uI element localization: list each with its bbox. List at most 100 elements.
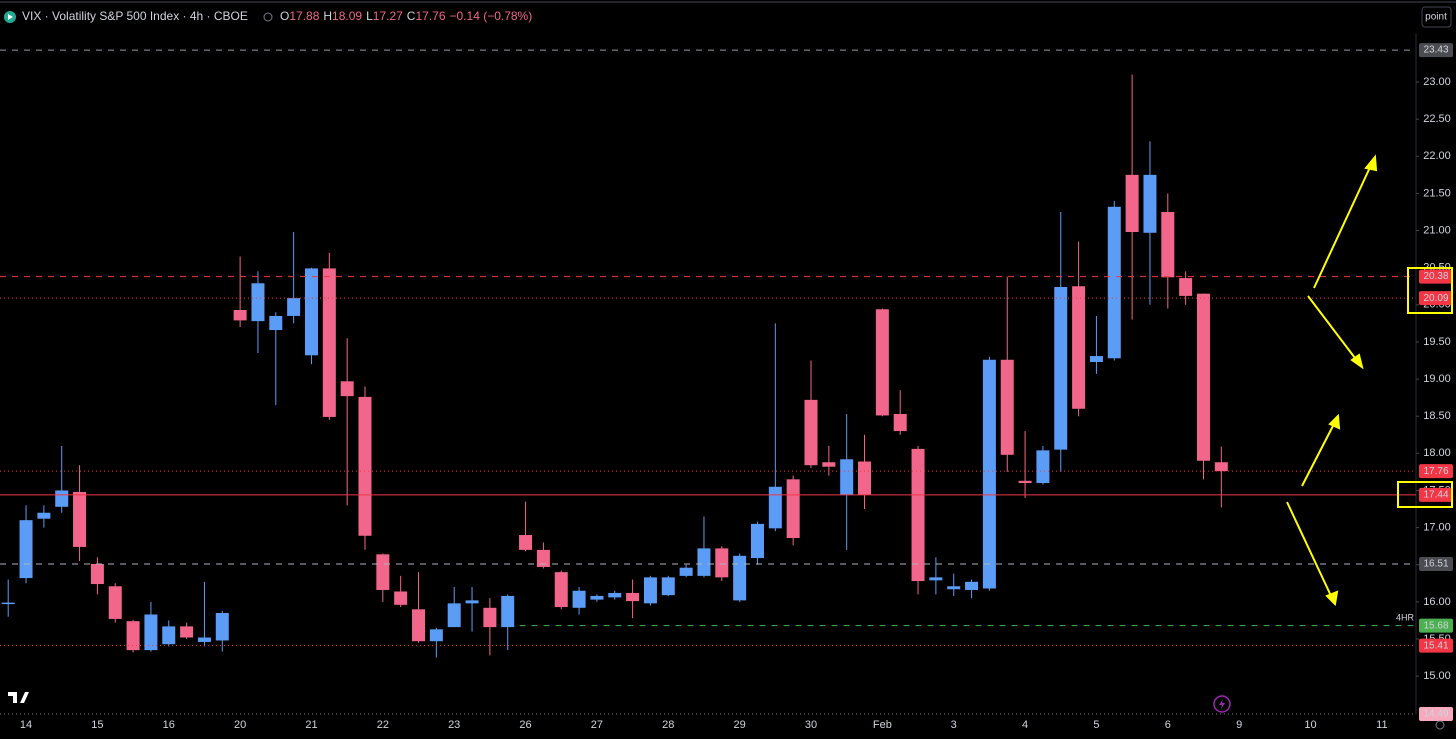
level-label: 20.38 bbox=[1423, 271, 1448, 282]
candle-body bbox=[287, 298, 301, 316]
candle-body bbox=[19, 520, 33, 579]
candle-body bbox=[733, 555, 747, 601]
x-tick-label: 27 bbox=[591, 719, 603, 731]
arrow bbox=[1301, 421, 1336, 487]
x-tick-label: 15 bbox=[91, 719, 103, 731]
candle-body bbox=[822, 462, 836, 467]
candle-body bbox=[982, 359, 996, 589]
x-tick-label: 4 bbox=[1022, 719, 1028, 731]
candle-body bbox=[37, 512, 51, 519]
candle-body bbox=[697, 548, 711, 576]
candle-body bbox=[750, 523, 764, 559]
candle-body bbox=[840, 459, 854, 495]
y-tick-label: 16.00 bbox=[1423, 596, 1451, 608]
candle-body bbox=[715, 548, 729, 578]
y-tick-label: 18.00 bbox=[1423, 447, 1451, 459]
highlight-box bbox=[1407, 267, 1453, 314]
plot-area bbox=[1, 74, 1228, 658]
candle-body bbox=[233, 310, 247, 321]
candle-body bbox=[394, 591, 408, 605]
point-button[interactable] bbox=[1421, 6, 1452, 28]
candle-body bbox=[572, 590, 586, 608]
ohlc-key: L bbox=[366, 9, 373, 23]
x-tick-label: 10 bbox=[1304, 719, 1316, 731]
y-tick-label: 21.50 bbox=[1423, 187, 1451, 199]
level-label: 20.09 bbox=[1423, 293, 1448, 304]
candle-body bbox=[269, 315, 283, 331]
candle-body bbox=[215, 613, 229, 641]
point-button-label[interactable]: point bbox=[1425, 12, 1447, 23]
candle-body bbox=[1089, 356, 1103, 362]
arrow-head bbox=[1328, 413, 1341, 430]
candle-body bbox=[947, 586, 961, 590]
candle-body bbox=[608, 592, 622, 598]
arrow bbox=[1307, 295, 1359, 363]
y-tick-label: 23.00 bbox=[1423, 76, 1451, 88]
ohlc-value: 17.76 bbox=[415, 9, 445, 23]
arrow bbox=[1313, 162, 1373, 289]
candle-body bbox=[911, 448, 925, 582]
candle-body bbox=[126, 621, 140, 651]
candle-body bbox=[875, 309, 889, 416]
candle-body bbox=[768, 486, 782, 529]
level-label-bg bbox=[1419, 707, 1453, 721]
y-tick-label: 19.50 bbox=[1423, 336, 1451, 348]
x-tick-label: Feb bbox=[873, 719, 892, 731]
arrow bbox=[1286, 501, 1333, 599]
candle-body bbox=[197, 637, 211, 642]
ohlc-value: 17.27 bbox=[373, 9, 403, 23]
ohlc-key: O bbox=[280, 9, 289, 23]
arrows bbox=[1286, 154, 1378, 607]
y-tick-label: 17.00 bbox=[1423, 522, 1451, 534]
candle-body bbox=[483, 607, 497, 628]
x-tick-label: 16 bbox=[163, 719, 175, 731]
arrow-head bbox=[1325, 590, 1339, 607]
candle-body bbox=[251, 283, 265, 322]
level-label-bg bbox=[1419, 618, 1453, 633]
annotation: 4HR bbox=[1396, 612, 1415, 622]
ohlc-key: C bbox=[407, 9, 416, 23]
level-label: 15.41 bbox=[1423, 640, 1448, 651]
candle-body bbox=[180, 626, 194, 638]
level-label: 17.44 bbox=[1423, 490, 1448, 501]
candle-body bbox=[376, 554, 390, 590]
level-label: 16.51 bbox=[1423, 559, 1448, 570]
candle-body bbox=[501, 595, 515, 628]
ohlc-value: 17.88 bbox=[289, 9, 319, 23]
candle-body bbox=[643, 577, 657, 604]
settings-icon[interactable] bbox=[1435, 720, 1445, 730]
candle-body bbox=[412, 609, 426, 642]
candle-body bbox=[536, 549, 550, 567]
level-label: 15.68 bbox=[1423, 620, 1448, 631]
candle-body bbox=[1072, 286, 1086, 409]
candle-body bbox=[858, 461, 872, 495]
candle-body bbox=[519, 535, 533, 550]
level-label-bg bbox=[1419, 638, 1453, 653]
level-label: 23.43 bbox=[1423, 45, 1448, 56]
candle-body bbox=[1214, 462, 1228, 472]
level-label-bg bbox=[1419, 556, 1453, 571]
ohlc-legend: O17.88 H18.09 L17.27 C17.76 −0.14 (−0.78%) bbox=[280, 9, 532, 23]
candle-body bbox=[108, 586, 122, 619]
level-label-bg bbox=[1419, 269, 1453, 284]
status-icon-glyph bbox=[8, 14, 13, 20]
candle-body bbox=[965, 581, 979, 590]
candle-body bbox=[304, 268, 318, 356]
event-icon[interactable] bbox=[1213, 695, 1231, 713]
candle-body bbox=[554, 572, 568, 608]
candle-body bbox=[429, 629, 443, 642]
ohlc-value: 18.09 bbox=[332, 9, 362, 23]
x-tick-label: 22 bbox=[377, 719, 389, 731]
level-label: 14.49 bbox=[1423, 709, 1448, 720]
candle-body bbox=[1161, 211, 1175, 278]
candle-body bbox=[144, 614, 158, 651]
y-tick-label: 22.00 bbox=[1423, 150, 1451, 162]
visibility-icon bbox=[263, 12, 273, 22]
arrow-head bbox=[1350, 353, 1364, 370]
price-levels bbox=[0, 49, 1416, 715]
y-tick-label: 22.50 bbox=[1423, 113, 1451, 125]
symbol-title: VIX · Volatility S&P 500 Index · 4h · CB… bbox=[22, 9, 248, 23]
